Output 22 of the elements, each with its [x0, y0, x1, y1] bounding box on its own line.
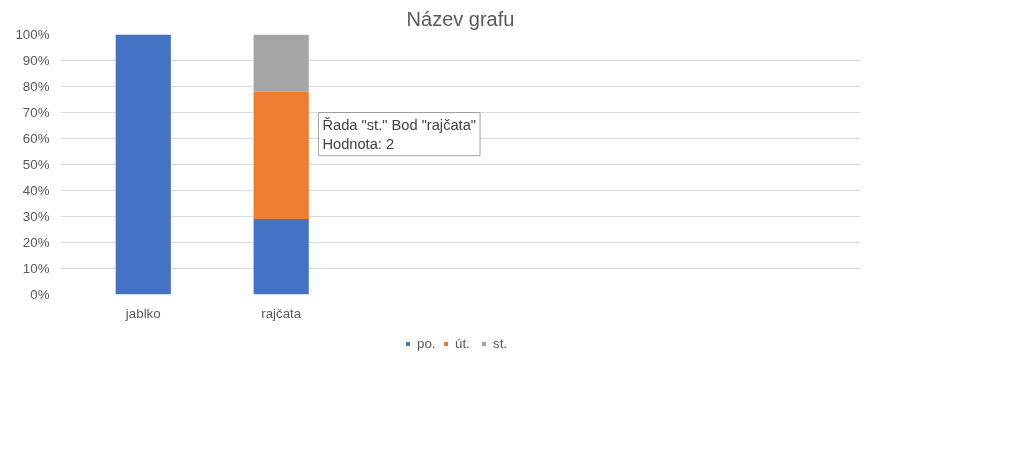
- text: Název grafu: [406, 7, 515, 30]
- legend-label: út.: [455, 335, 471, 351]
- bar: [115, 34, 171, 295]
- y-tick-label: 10%: [22, 261, 50, 276]
- bar: [253, 219, 309, 295]
- annotation: Řada "st." Bod "rajčata" Hodnota: 2: [322, 116, 477, 152]
- y-tick-label: 30%: [22, 209, 50, 224]
- bar: [253, 91, 309, 220]
- y-tick-label: 20%: [22, 235, 50, 250]
- y-tick-label: 90%: [22, 53, 50, 68]
- legend-label: po.: [417, 335, 437, 351]
- y-tick-label: 80%: [22, 79, 50, 94]
- x-tick-label: rajčata: [261, 305, 302, 321]
- y-tick-label: 70%: [22, 105, 50, 120]
- y-tick-label: 50%: [22, 157, 50, 172]
- y-tick-label: 60%: [22, 131, 50, 146]
- x-tick-label: jablko: [124, 305, 161, 321]
- legend-label: st.: [493, 335, 509, 351]
- bar: [253, 34, 309, 92]
- y-tick-label: 100%: [15, 27, 50, 42]
- y-tick-label: 40%: [22, 183, 50, 198]
- y-tick-label: 0%: [30, 287, 50, 302]
